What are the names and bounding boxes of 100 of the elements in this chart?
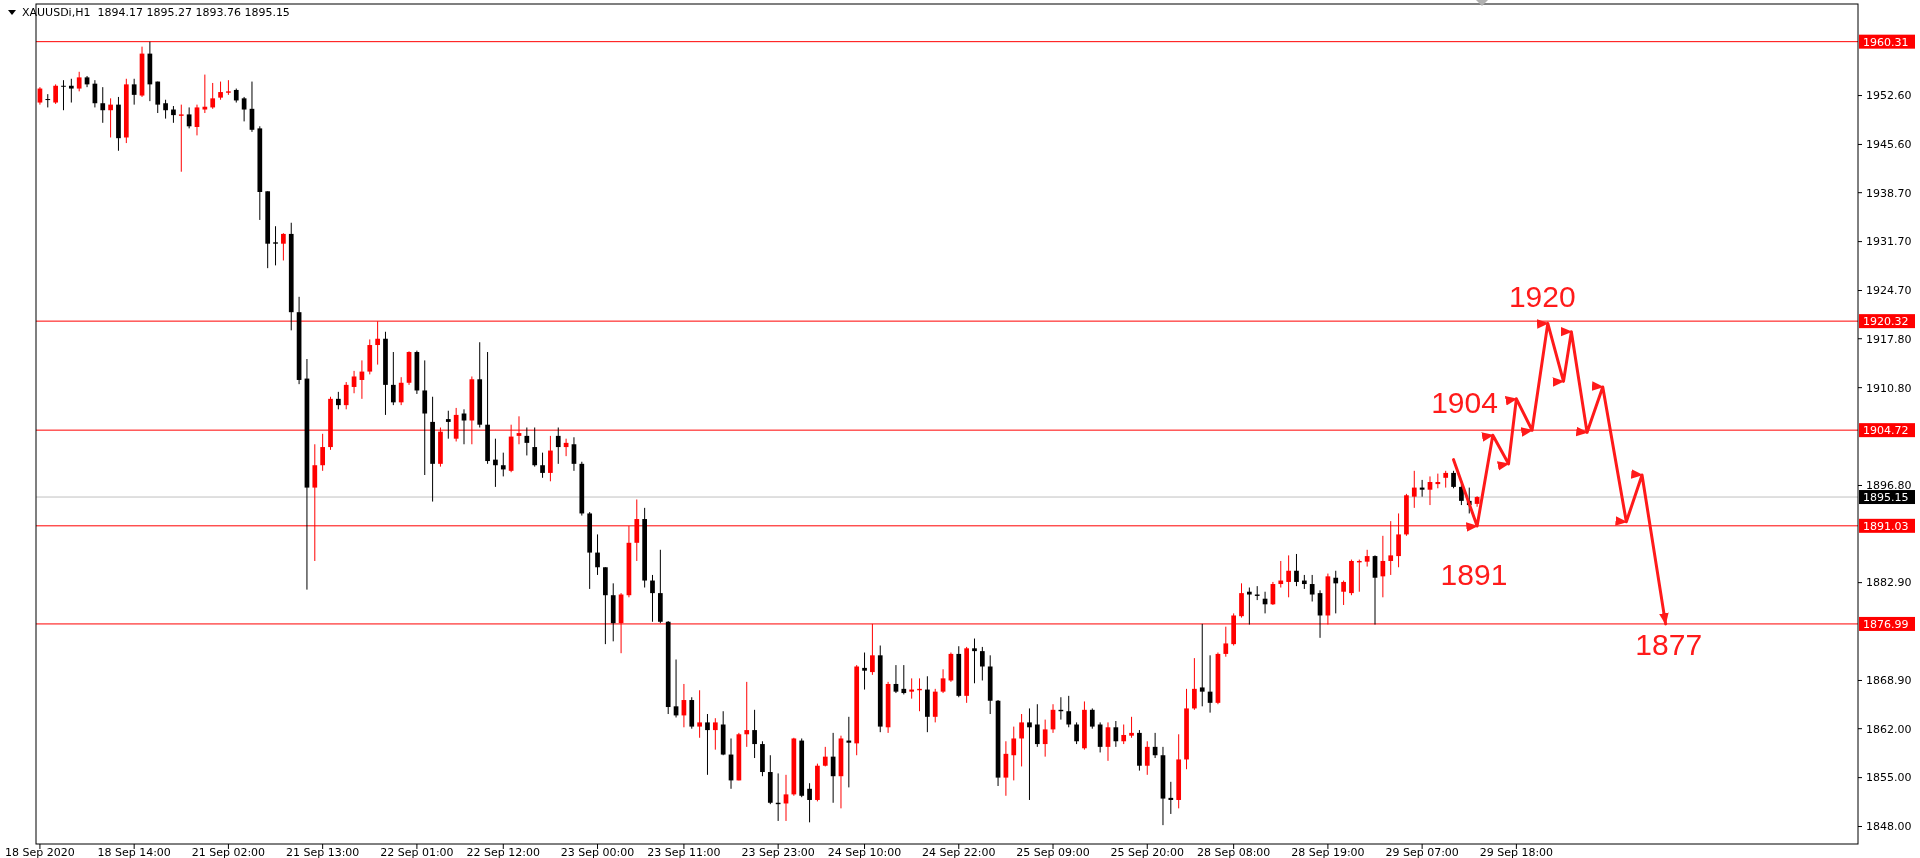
candlestick — [846, 716, 852, 788]
candlestick — [909, 677, 915, 700]
x-tick-label: 24 Sep 22:00 — [922, 846, 996, 858]
candlestick — [1034, 703, 1040, 748]
ref-line-label: 1904.72 — [1863, 424, 1909, 437]
x-tick-label: 28 Sep 19:00 — [1291, 846, 1365, 858]
candlestick — [1247, 587, 1252, 626]
y-tick-label: 1924.70 — [1866, 284, 1912, 298]
candlestick — [281, 232, 286, 261]
candlestick — [972, 638, 977, 684]
y-tick-label: 1862.00 — [1866, 722, 1912, 736]
candlestick — [45, 93, 51, 108]
candlestick — [1341, 580, 1346, 606]
x-tick-label: 28 Sep 08:00 — [1196, 846, 1271, 858]
candlestick — [273, 225, 278, 266]
candlestick — [1239, 582, 1244, 619]
x-tick-label: 29 Sep 07:00 — [1385, 846, 1459, 858]
x-tick-label: 22 Sep 01:00 — [380, 846, 454, 858]
x-tick-label: 23 Sep 00:00 — [560, 846, 635, 858]
candlestick — [744, 681, 750, 748]
candlestick — [218, 81, 223, 101]
candlestick — [1411, 470, 1417, 509]
candlestick — [1121, 724, 1127, 745]
candlestick — [163, 99, 168, 120]
candlestick — [1066, 695, 1072, 728]
candlestick — [1223, 626, 1229, 658]
ref-line-label: 1895.15 — [1863, 490, 1909, 504]
candlestick — [1074, 721, 1079, 745]
candlestick — [1309, 574, 1315, 602]
candlestick — [351, 370, 357, 394]
chart-title: XAUUSDi,H1 1894.17 1895.27 1893.76 1895.15 — [22, 6, 290, 19]
annotation: 1877 — [1635, 627, 1703, 661]
annotation: 1920 — [1508, 280, 1576, 314]
y-tick-label: 1848.00 — [1866, 820, 1912, 834]
ref-line-label: 1876.99 — [1863, 617, 1909, 631]
candlestick — [1333, 570, 1339, 614]
candlestick — [752, 709, 757, 759]
y-tick-label: 1910.80 — [1866, 381, 1912, 395]
candlestick — [155, 81, 161, 114]
candlestick — [1168, 781, 1174, 815]
candlestick — [705, 713, 710, 776]
candlestick — [1294, 553, 1299, 587]
candlestick — [548, 435, 553, 482]
y-tick-label: 1868.90 — [1866, 674, 1912, 688]
x-tick-label: 21 Sep 02:00 — [191, 846, 266, 858]
candlestick — [320, 433, 326, 472]
ref-line-label: 1920.32 — [1863, 314, 1909, 328]
candlestick — [1192, 657, 1197, 711]
annotation: 1891 — [1440, 557, 1508, 591]
candlestick — [100, 86, 106, 124]
x-tick-label: 18 Sep 2020 — [5, 846, 75, 858]
candlestick — [108, 97, 113, 138]
x-tick-label: 21 Sep 13:00 — [285, 846, 360, 858]
ref-line-label: 1891.03 — [1863, 519, 1909, 533]
candlestick — [524, 426, 530, 456]
candlestick — [1144, 740, 1150, 776]
candlestick — [862, 652, 867, 691]
candlestick — [1129, 716, 1134, 739]
candlestick — [979, 646, 985, 681]
candlestick — [241, 96, 247, 122]
candlestick — [595, 533, 600, 576]
candlestick — [422, 359, 428, 476]
candlestick — [61, 79, 66, 111]
candlestick — [650, 574, 655, 623]
y-tick-label: 1882.90 — [1866, 576, 1912, 590]
candlestick — [1278, 560, 1284, 589]
x-tick-label: 23 Sep 23:00 — [741, 846, 815, 858]
y-tick-label: 1938.70 — [1866, 186, 1912, 200]
candlestick — [68, 78, 74, 104]
candlestick — [76, 71, 82, 92]
x-tick-label: 23 Sep 11:00 — [647, 846, 721, 858]
candlestick — [807, 782, 812, 823]
candlestick — [53, 83, 58, 105]
candlestick — [555, 426, 561, 465]
x-tick-label: 24 Sep 10:00 — [827, 846, 902, 858]
y-tick-label: 1952.60 — [1866, 89, 1912, 103]
candlestick — [1011, 726, 1017, 781]
candlestick — [390, 351, 396, 406]
x-tick-label: 25 Sep 09:00 — [1016, 846, 1090, 858]
candlestick — [532, 426, 538, 468]
candlestick — [445, 410, 451, 440]
candlestick — [1027, 707, 1032, 801]
candlestick — [202, 74, 208, 114]
x-tick-label: 22 Sep 12:00 — [466, 846, 540, 858]
candlestick — [343, 381, 349, 410]
ref-line-label: 1960.31 — [1863, 35, 1909, 49]
candlestick — [1199, 623, 1205, 707]
x-tick-label: 18 Sep 14:00 — [97, 846, 171, 858]
y-tick-label: 1855.00 — [1866, 771, 1912, 785]
candlestick — [210, 82, 216, 110]
candlestick — [398, 376, 404, 406]
candlestick — [1042, 719, 1048, 758]
x-tick-label: 29 Sep 18:00 — [1479, 846, 1554, 858]
y-tick-label: 1917.80 — [1866, 332, 1912, 346]
candlestick — [1113, 720, 1119, 748]
candlestick — [493, 438, 498, 488]
annotation: 1904 — [1431, 385, 1498, 419]
candlestick — [1019, 713, 1024, 767]
x-tick-label: 25 Sep 20:00 — [1110, 846, 1184, 858]
candlestick — [178, 104, 184, 173]
